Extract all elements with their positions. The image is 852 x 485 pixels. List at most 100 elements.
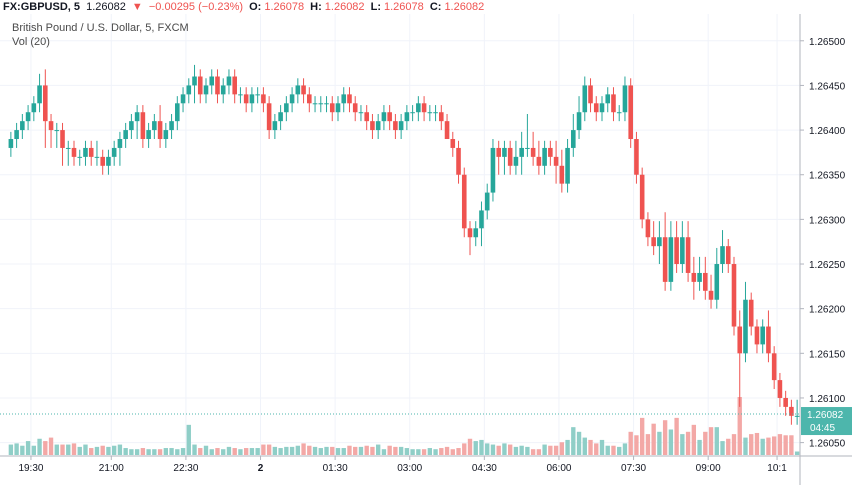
candle-body <box>94 156 100 158</box>
candle <box>794 399 800 425</box>
candle <box>157 105 163 148</box>
candle-body <box>255 94 260 96</box>
candle <box>553 140 559 184</box>
candle-body <box>439 112 444 122</box>
volume-bar <box>335 448 341 455</box>
candle-body <box>88 147 94 157</box>
volume-bar <box>749 434 754 455</box>
candle-body <box>634 139 639 175</box>
candle-body <box>197 76 203 95</box>
candle <box>209 69 215 95</box>
volume-bar <box>89 448 94 455</box>
candle-body <box>243 94 249 104</box>
candle <box>536 140 542 175</box>
candle <box>565 139 570 193</box>
volume-bar <box>198 448 203 455</box>
candle-body <box>450 139 456 148</box>
candle <box>65 140 71 166</box>
candle-body <box>77 156 83 158</box>
candle <box>31 96 37 122</box>
candle <box>582 76 588 122</box>
candle <box>295 78 301 104</box>
candle-body <box>20 121 25 131</box>
volume-bar <box>284 446 289 455</box>
volume-bar <box>134 449 140 455</box>
candle-body <box>680 237 685 265</box>
candle-body <box>335 103 341 113</box>
candle-body <box>496 147 501 157</box>
volume-bar <box>25 441 31 455</box>
price-tick-label: 1.26250 <box>809 260 846 271</box>
candle <box>220 78 226 104</box>
close-value: 1.26082 <box>444 1 485 13</box>
candle-body <box>605 94 611 104</box>
candle <box>421 96 427 122</box>
price-tick-label: 1.26200 <box>809 305 846 316</box>
volume-bar <box>381 449 387 455</box>
candle <box>398 114 404 140</box>
candle-body <box>789 406 794 416</box>
candle-body <box>479 210 484 229</box>
volume-bar <box>404 448 410 455</box>
candle <box>352 96 358 122</box>
volume-bar <box>502 443 507 455</box>
candle-body <box>111 147 117 157</box>
candle-body <box>226 76 232 86</box>
volume-bar <box>473 441 478 455</box>
candle <box>278 105 283 131</box>
candle-body <box>175 103 180 122</box>
volume-bar <box>111 445 117 455</box>
volume-bar <box>203 445 209 455</box>
candle-body <box>725 246 731 265</box>
candle <box>651 221 656 256</box>
candle <box>83 140 88 166</box>
volume-bar <box>209 449 214 455</box>
price-tick-label: 1.26450 <box>809 81 846 92</box>
volume-bar <box>117 444 123 455</box>
candle <box>146 122 151 148</box>
candle <box>37 73 42 113</box>
volume-bar <box>232 448 237 455</box>
candle-body <box>743 299 748 354</box>
candle-body <box>129 121 134 131</box>
candle-body <box>708 290 714 300</box>
volume-bar <box>192 444 197 455</box>
candle-body <box>611 94 616 113</box>
candle <box>318 96 324 113</box>
volume-bar <box>140 448 146 455</box>
symbol-label[interactable]: FX:GBPUSD, 5 <box>3 1 81 13</box>
candle <box>720 230 725 273</box>
candle-body <box>622 85 628 113</box>
volume-bar <box>387 445 392 455</box>
candle-body <box>628 85 633 140</box>
candle <box>393 114 398 140</box>
candle-body <box>192 76 197 86</box>
candle-body <box>295 85 301 95</box>
candle <box>674 221 679 273</box>
candle <box>358 105 364 122</box>
candle-body <box>106 156 111 166</box>
volume-bar <box>783 435 788 455</box>
volume-bar <box>599 439 605 455</box>
candle <box>192 64 197 104</box>
volume-bar <box>249 448 255 455</box>
price-tick-label: 1.26050 <box>809 439 846 450</box>
candle <box>215 69 220 104</box>
volume-bar <box>398 446 404 455</box>
candle-body <box>364 112 369 122</box>
volume-bar <box>347 445 352 455</box>
candle <box>312 96 318 113</box>
candle <box>634 131 639 184</box>
candle <box>324 96 329 113</box>
volume-bar <box>760 438 765 455</box>
volume-bar <box>674 417 679 455</box>
candle <box>616 105 622 122</box>
candle <box>680 221 685 273</box>
candle <box>347 87 352 113</box>
volume-indicator-label[interactable]: Vol (20) <box>12 36 50 48</box>
volume-bar <box>685 431 691 455</box>
candle-body <box>347 94 352 104</box>
volume-bar <box>318 448 323 455</box>
candle <box>461 167 467 238</box>
